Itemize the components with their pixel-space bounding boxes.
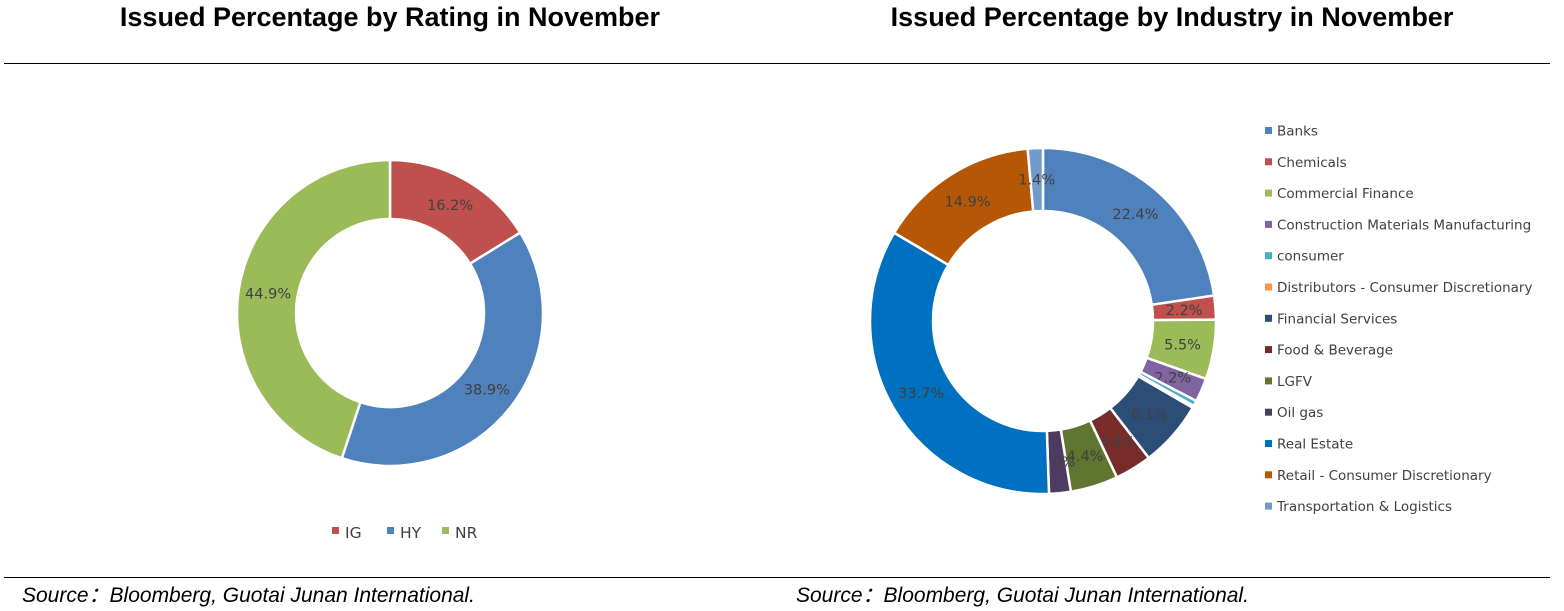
bottom-rule	[780, 577, 1550, 578]
legend-swatch-nr	[442, 527, 449, 534]
data-label-banks: 22.4%	[1112, 207, 1158, 223]
slice-nr	[235, 158, 392, 460]
chart-title: Issued Percentage by Rating in November	[119, 2, 661, 32]
legend-swatch-financial-services	[1265, 314, 1272, 322]
data-label-nr: 44.9%	[245, 286, 291, 302]
slice-banks	[1041, 146, 1216, 307]
data-label-financial-services: 6.1%	[1131, 407, 1168, 423]
legend-label-oil-gas: Oil gas	[1277, 405, 1323, 421]
legend-label-nr: NR	[455, 524, 478, 542]
source-note: Source：Bloomberg, Guotai Junan Internati…	[796, 584, 1249, 607]
top-rule	[4, 63, 780, 64]
legend-label-consumer: consumer	[1277, 249, 1344, 265]
data-label-ig: 16.2%	[427, 198, 473, 214]
legend-swatch-distributors-consumer-discretionary	[1265, 283, 1272, 291]
rating-donut-chart: 16.2% 38.9% 44.9% IG HY NR	[235, 158, 545, 542]
legend-label-lgfv: LGFV	[1277, 374, 1313, 390]
data-label-chemicals: 2.2%	[1166, 303, 1203, 319]
legend-swatch-banks	[1265, 127, 1272, 134]
legend-label-ig: IG	[345, 524, 362, 542]
data-label-hy: 38.9%	[464, 383, 510, 399]
legend-swatch-commercial-finance	[1265, 189, 1272, 197]
bottom-rule	[4, 577, 780, 578]
legend-label-distributors-consumer-discretionary: Distributors - Consumer Discretionary	[1277, 280, 1532, 296]
legend-swatch-consumer	[1265, 252, 1272, 260]
legend-swatch-food-and-beverage	[1265, 346, 1272, 354]
legend-label-construction-materials-manufacturing: Construction Materials Manufacturing	[1277, 217, 1531, 233]
legend-swatch-ig	[332, 527, 339, 534]
legend-label-commercial-finance: Commercial Finance	[1277, 186, 1414, 202]
data-label-transportation-and-logistics: 1.4%	[1018, 173, 1055, 189]
industry-chart-panel: Issued Percentage by Industry in Novembe…	[780, 0, 1564, 611]
legend-label-real-estate: Real Estate	[1277, 437, 1353, 453]
top-rule	[780, 63, 1550, 64]
data-label-food-and-beverage: 3.4%	[1098, 435, 1135, 451]
industry-donut-chart: 22.4%2.2%5.5%2.2%6.1%3.4%4.4%2.0%33.7%14…	[868, 124, 1532, 515]
legend-label-financial-services: Financial Services	[1277, 311, 1397, 327]
legend-swatch-retail-consumer-discretionary	[1265, 471, 1272, 479]
data-label-real-estate: 33.7%	[898, 386, 944, 402]
data-label-retail-consumer-discretionary: 14.9%	[945, 194, 991, 210]
legend-label-banks: Banks	[1277, 124, 1318, 140]
legend-label-chemicals: Chemicals	[1277, 155, 1347, 171]
slice-real-estate	[868, 231, 1051, 496]
legend-swatch-construction-materials-manufacturing	[1265, 220, 1272, 228]
legend-swatch-oil-gas	[1265, 408, 1272, 416]
data-label-lgfv: 4.4%	[1067, 449, 1104, 465]
legend-swatch-lgfv	[1265, 377, 1272, 385]
legend-swatch-chemicals	[1265, 158, 1272, 166]
legend-label-food-and-beverage: Food & Beverage	[1277, 343, 1393, 359]
source-note: Source：Bloomberg, Guotai Junan Internati…	[22, 584, 475, 607]
legend-label-transportation-and-logistics: Transportation & Logistics	[1276, 499, 1452, 515]
legend-swatch-hy	[387, 527, 394, 534]
legend-swatch-real-estate	[1265, 440, 1272, 447]
slice-transportation-and-logistics	[1026, 146, 1045, 213]
legend-swatch-transportation-and-logistics	[1265, 502, 1272, 510]
slice-hy	[340, 230, 545, 468]
rating-chart-panel: Issued Percentage by Rating in November …	[0, 0, 780, 611]
chart-title: Issued Percentage by Industry in Novembe…	[890, 2, 1454, 32]
legend-label-retail-consumer-discretionary: Retail - Consumer Discretionary	[1277, 468, 1492, 484]
legend-label-hy: HY	[400, 524, 422, 542]
data-label-commercial-finance: 5.5%	[1164, 337, 1201, 353]
